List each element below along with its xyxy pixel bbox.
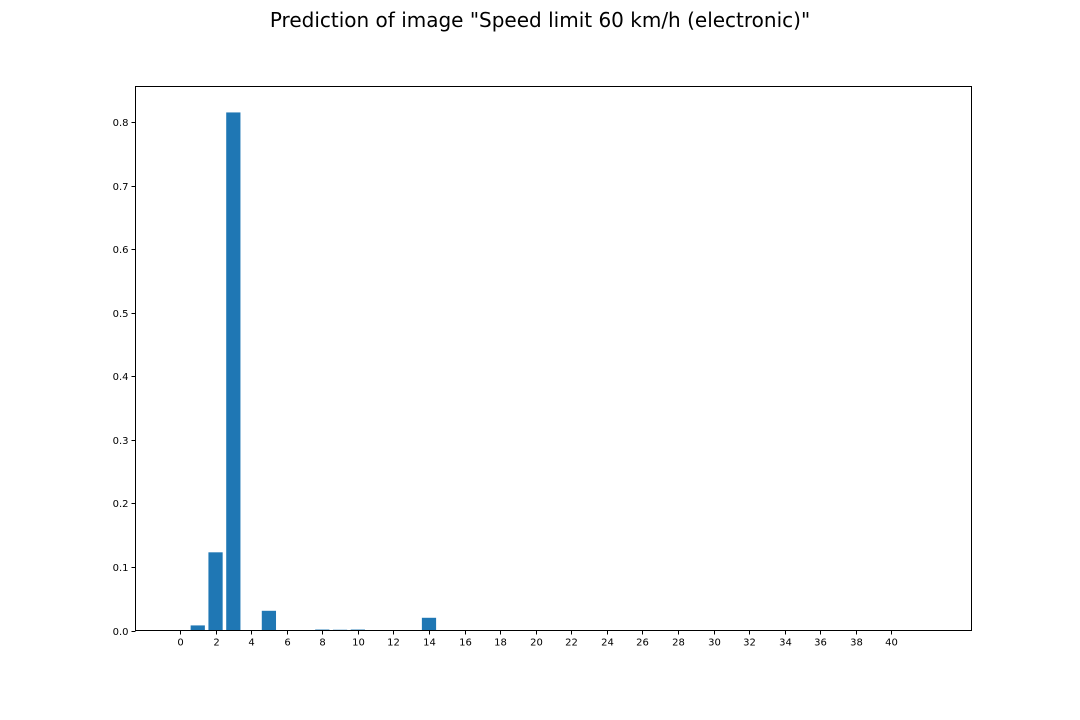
x-tick-label: 18 — [494, 638, 507, 649]
x-tick-label: 6 — [284, 638, 290, 649]
x-tick-label: 14 — [423, 638, 436, 649]
x-tick-label: 34 — [779, 638, 792, 649]
x-tick-label: 36 — [814, 638, 827, 649]
y-tick-label: 0.4 — [113, 372, 129, 383]
bar — [261, 610, 277, 631]
bars-group — [172, 112, 935, 631]
x-tick-label: 12 — [387, 638, 400, 649]
y-tick-label: 0.5 — [113, 309, 129, 320]
y-tick-label: 0.0 — [113, 627, 129, 638]
y-tick-label: 0.2 — [113, 499, 129, 510]
y-tick-label: 0.1 — [113, 563, 129, 574]
chart-title: Prediction of image "Speed limit 60 km/h… — [269, 8, 811, 32]
x-tick-label: 10 — [352, 638, 365, 649]
x-tick-label: 38 — [850, 638, 863, 649]
x-tick-label: 32 — [743, 638, 756, 649]
x-tick-label: 2 — [213, 638, 219, 649]
y-axis: 0.0 0.1 0.2 0.3 0.4 0.5 0.6 0.7 0.8 — [113, 118, 136, 638]
x-tick-label: 30 — [708, 638, 721, 649]
y-tick-label: 0.6 — [113, 245, 129, 256]
x-tick-label: 0 — [177, 638, 183, 649]
x-tick-label: 22 — [565, 638, 578, 649]
plot-frame — [135, 86, 972, 631]
x-tick-label: 40 — [885, 638, 898, 649]
x-tick-label: 16 — [459, 638, 472, 649]
bar — [190, 625, 205, 631]
x-axis: 0 2 4 6 8 10 12 14 16 18 20 22 24 26 28 30 32 34 36 38 40 — [177, 630, 898, 649]
x-tick-label: 8 — [319, 638, 325, 649]
x-tick-label: 26 — [636, 638, 649, 649]
bar — [208, 552, 223, 631]
y-tick-label: 0.8 — [113, 118, 129, 129]
bar — [421, 617, 437, 631]
x-tick-label: 28 — [672, 638, 685, 649]
y-tick-label: 0.3 — [113, 436, 129, 447]
x-tick-label: 4 — [248, 638, 254, 649]
bar — [226, 112, 241, 631]
y-tick-label: 0.7 — [113, 182, 129, 193]
x-tick-label: 24 — [601, 638, 614, 649]
x-tick-label: 20 — [530, 638, 543, 649]
